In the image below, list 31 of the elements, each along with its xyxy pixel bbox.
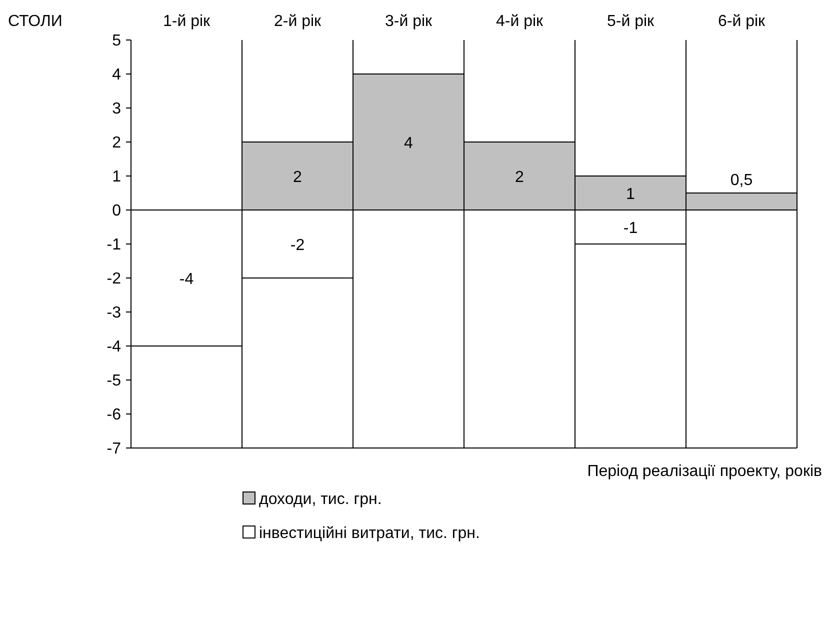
x-tick-label: 2-й рік (274, 13, 322, 30)
y-tick-label: 2 (112, 134, 122, 152)
y-tick-label: -3 (106, 304, 122, 322)
x-tick-label: 6-й рік (718, 13, 766, 30)
legend-label: доходи, тис. грн. (259, 491, 382, 508)
y-tick-label: 0 (112, 202, 122, 220)
y-tick-label: -5 (106, 372, 122, 390)
y-tick-label: -1 (106, 236, 122, 254)
x-tick-label: 3-й рік (384, 13, 434, 30)
y-tick-label: -4 (106, 338, 122, 356)
data-label: 0,5 (730, 172, 753, 189)
x-tick-label: 1-й рік (162, 13, 212, 30)
x-tick-label: 4-й рік (496, 13, 544, 30)
data-label: -4 (179, 271, 194, 288)
legend-label: інвестиційні витрати, тис. грн. (259, 525, 480, 542)
x-tick-label: 5-й рік (606, 13, 656, 30)
y-tick-label: -2 (106, 270, 122, 288)
data-label: -1 (623, 220, 638, 237)
y-tick-label: -7 (106, 440, 122, 458)
data-label: 2 (293, 169, 302, 186)
y-tick-label: -6 (106, 406, 122, 424)
data-label: 2 (515, 169, 524, 186)
chart-title: СТОЛИ (8, 13, 62, 30)
y-tick-label: 1 (112, 168, 122, 186)
y-tick-label: 4 (112, 66, 122, 84)
data-label: 1 (626, 186, 636, 203)
y-tick-label: 3 (112, 100, 122, 118)
y-tick-label: 5 (112, 32, 122, 50)
data-label: 4 (404, 135, 414, 152)
data-label: -2 (290, 237, 305, 254)
x-axis-title: Період реалізації проекту, років (587, 463, 822, 480)
